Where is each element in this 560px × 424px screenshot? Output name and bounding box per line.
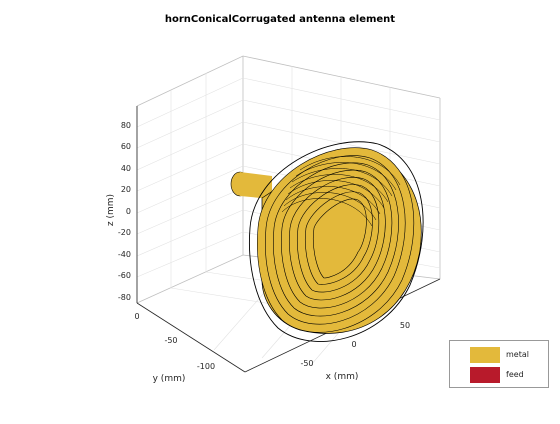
z-tick-label: -40 xyxy=(118,250,131,259)
z-axis: 80 60 40 20 0 -20 -40 -60 -80 z (mm) xyxy=(106,121,131,302)
legend-label-feed: feed xyxy=(506,370,524,379)
horn-aperture-rings xyxy=(257,147,415,333)
legend-label-metal: metal xyxy=(506,350,529,359)
x-tick-label: 50 xyxy=(400,321,410,330)
antenna-model xyxy=(230,141,424,342)
y-tick-label: -100 xyxy=(197,362,215,371)
legend-swatch-feed xyxy=(470,367,500,383)
z-tick-label: 40 xyxy=(121,164,131,173)
horn-rim-outer xyxy=(249,141,424,342)
z-tick-label: 20 xyxy=(121,185,131,194)
feed-waveguide xyxy=(240,172,272,199)
x-axis: -50 0 50 x (mm) xyxy=(300,321,410,382)
x-tick-label: -50 xyxy=(300,359,313,368)
x-axis-label: x (mm) xyxy=(326,372,359,382)
z-tick-label: 0 xyxy=(126,207,131,216)
y-axis-label: y (mm) xyxy=(153,374,186,384)
z-tick-label: -20 xyxy=(118,228,131,237)
legend: metal feed xyxy=(449,340,549,388)
y-tick-label: 0 xyxy=(134,312,139,321)
z-axis-label: z (mm) xyxy=(106,194,116,226)
y-axis: 0 -50 -100 y (mm) xyxy=(134,312,215,384)
z-tick-label: 80 xyxy=(121,121,131,130)
x-tick-label: 0 xyxy=(351,340,356,349)
z-tick-label: -80 xyxy=(118,293,131,302)
z-tick-label: -60 xyxy=(118,271,131,280)
legend-swatch-metal xyxy=(470,347,500,363)
y-tick-label: -50 xyxy=(164,336,177,345)
z-tick-label: 60 xyxy=(121,142,131,151)
figure-title: hornConicalCorrugated antenna element xyxy=(164,14,396,25)
